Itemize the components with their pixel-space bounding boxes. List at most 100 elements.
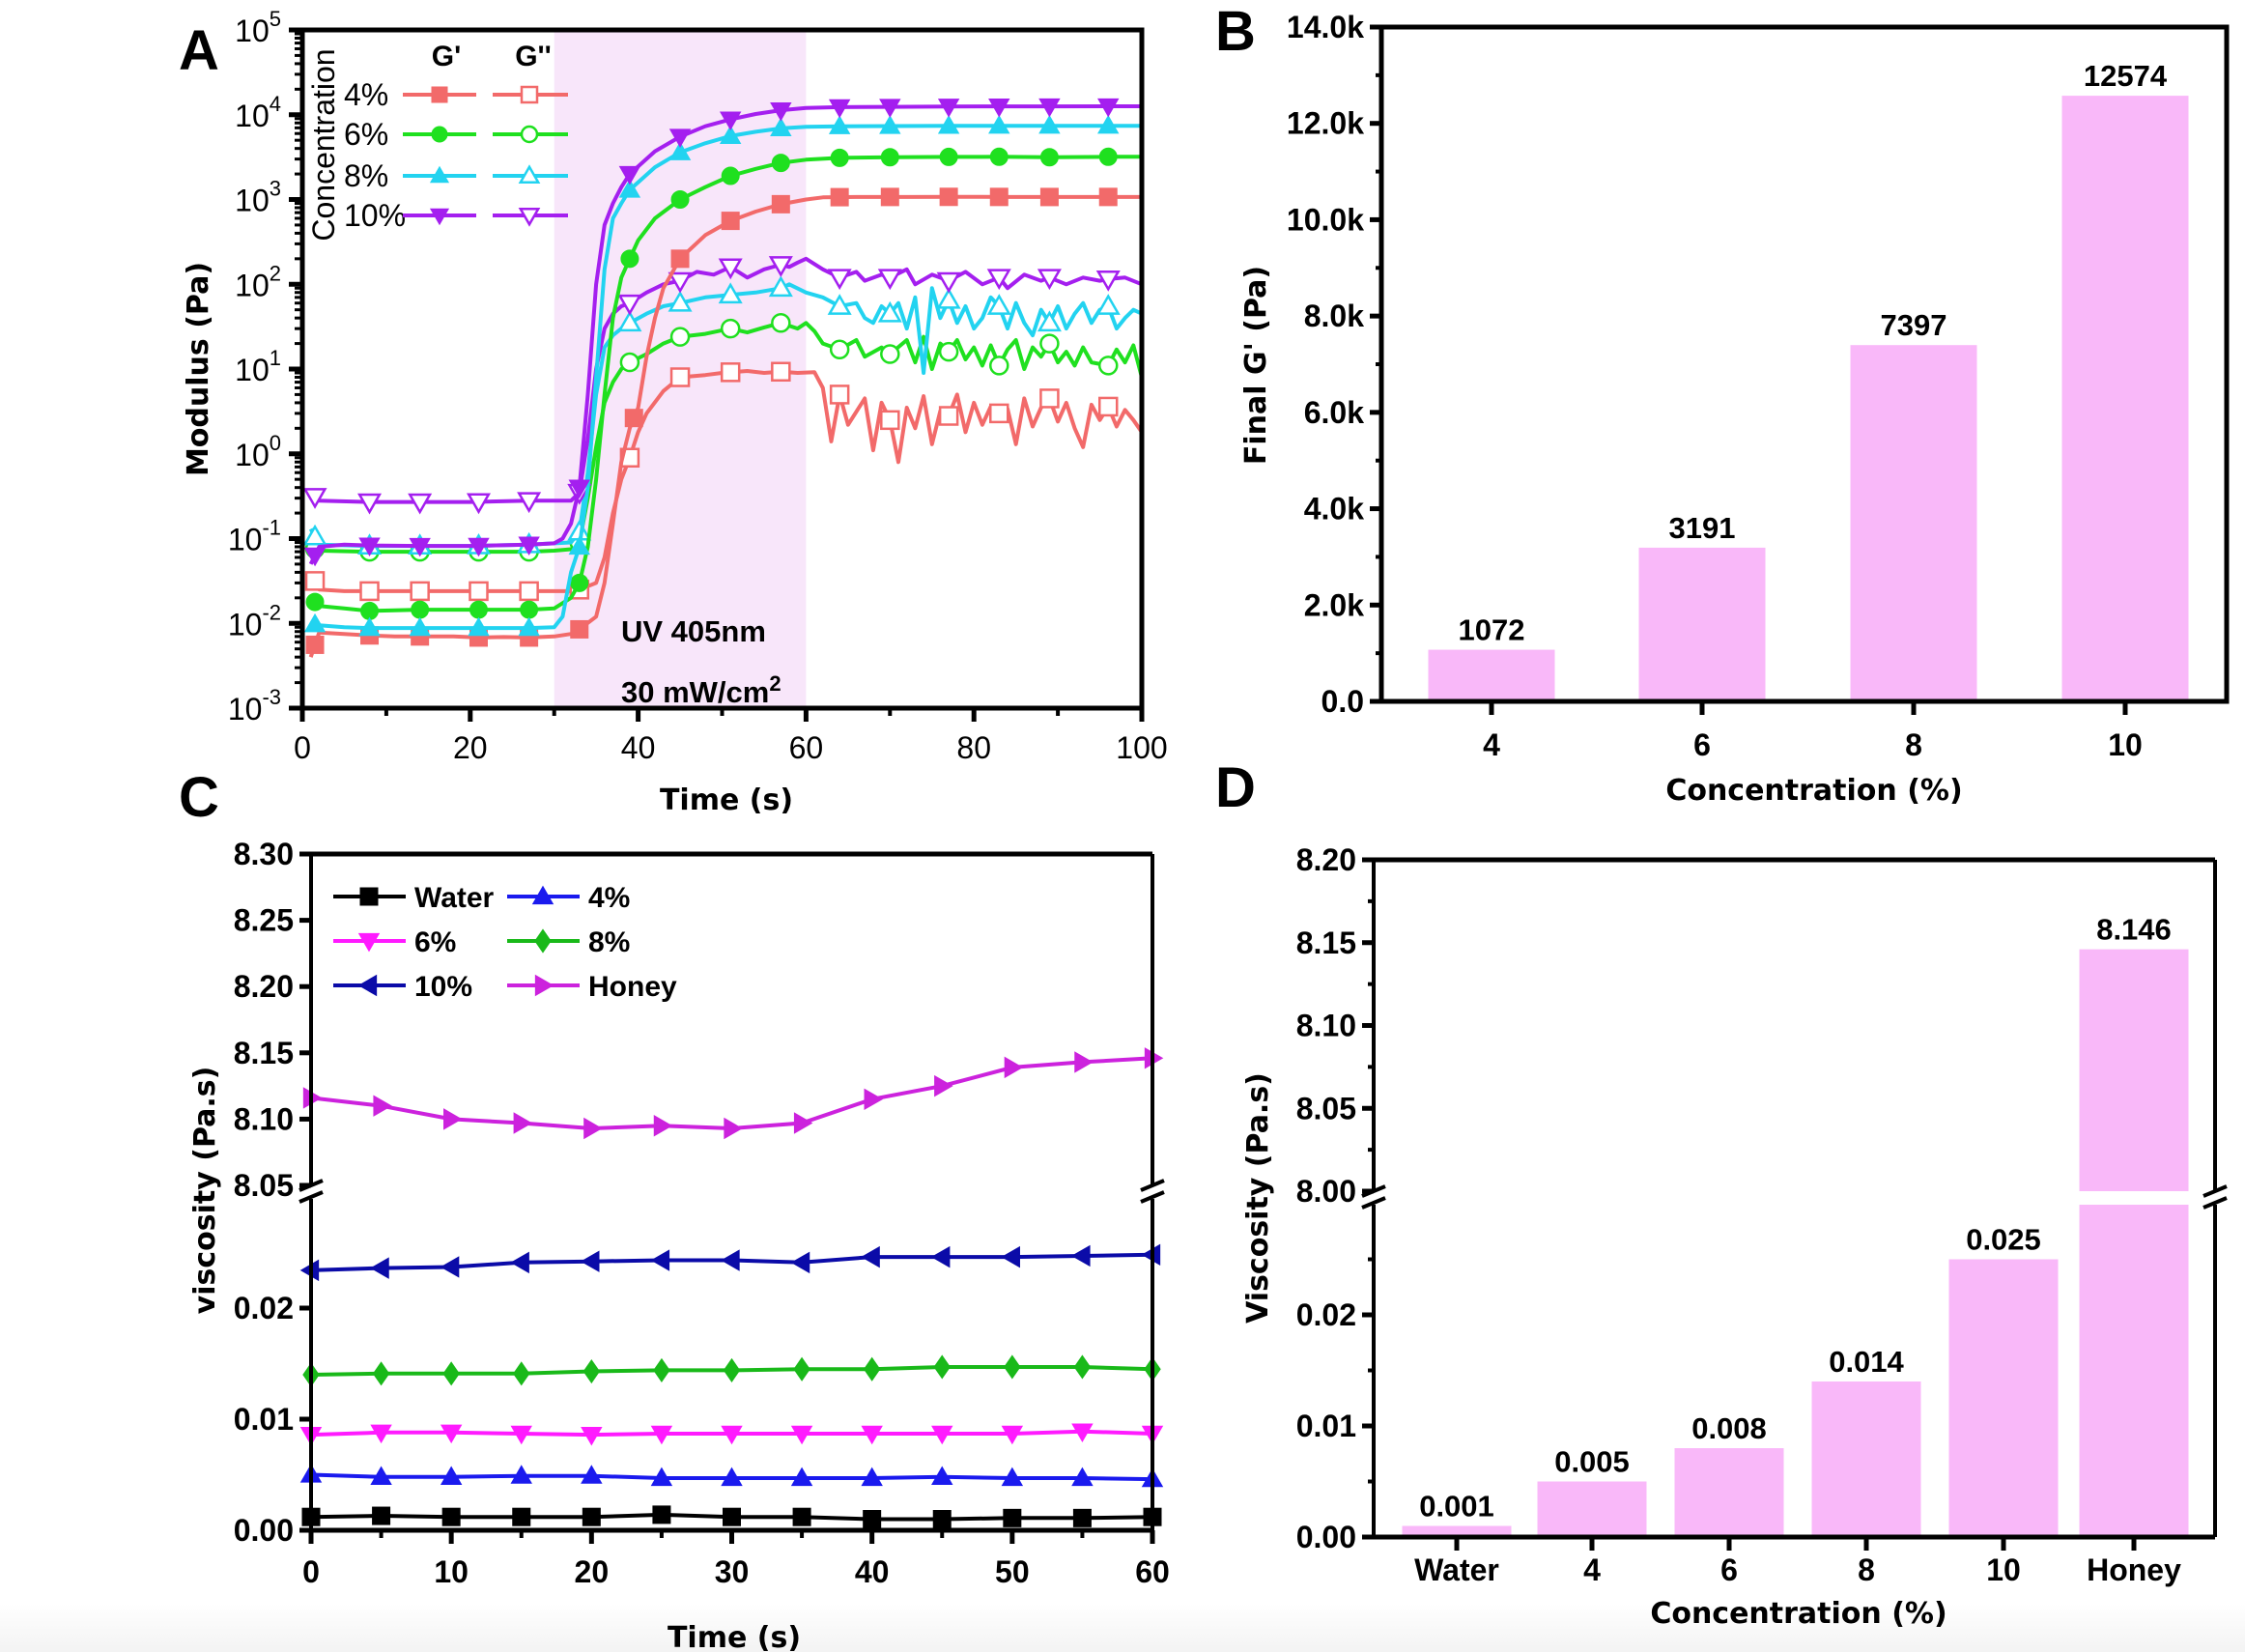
data-point-marker <box>650 1467 673 1487</box>
y-tick-label: 10.0k <box>1287 202 1364 237</box>
data-point-marker <box>1039 187 1059 207</box>
x-tick-label: 0 <box>302 1554 320 1589</box>
legend-item-honey: Honey <box>507 971 677 1003</box>
chart-c-series <box>299 1047 1164 1528</box>
bar-4: 0.005 <box>1537 1445 1647 1537</box>
bar-value-label: 7397 <box>1881 308 1947 342</box>
data-point-marker <box>863 1510 882 1528</box>
x-tick-label: 10 <box>2108 727 2143 762</box>
data-point-marker <box>304 571 326 591</box>
series-10pct <box>299 1243 1161 1282</box>
data-point-marker <box>864 1088 884 1111</box>
legend-row-6pct: 6% <box>344 117 568 152</box>
data-point-marker <box>1098 147 1118 166</box>
data-point-marker <box>934 1074 953 1097</box>
data-point-marker <box>440 1466 463 1485</box>
chart-b-y-ticks: 0.0 2.0k 4.0k 6.0k 8.0k 10.0k 12.0k 14.0k <box>1287 10 1381 719</box>
y-tick-label: 101 <box>235 346 281 387</box>
uv-wavelength-annotation: UV 405nm <box>621 614 766 648</box>
bar-10: 12574 <box>2061 59 2189 701</box>
data-point-marker <box>720 318 741 339</box>
data-point-marker <box>880 344 900 364</box>
data-point-marker <box>931 1466 953 1485</box>
data-point-marker <box>830 187 849 207</box>
data-point-marker <box>302 524 327 546</box>
bar-value-label: 8.146 <box>2096 913 2172 947</box>
data-point-marker <box>358 616 381 637</box>
bar <box>1428 649 1555 701</box>
data-point-marker <box>360 601 380 620</box>
legend-item-water: Water <box>333 882 495 914</box>
y-tick-label: 14.0k <box>1287 10 1364 44</box>
chart-a-legend: Concentration G' G'' 4% 6% 8% 10% <box>306 41 568 242</box>
data-point-marker <box>570 619 589 639</box>
series-8pct <box>302 1354 1161 1387</box>
x-tick-label: 0 <box>294 730 311 765</box>
data-point-marker <box>518 536 540 556</box>
legend-row-label: 6% <box>344 117 388 152</box>
data-point-marker <box>828 115 851 134</box>
data-point-marker <box>305 635 325 654</box>
data-point-marker <box>723 1357 741 1382</box>
y-tick-label: 8.15 <box>1296 926 1356 960</box>
data-point-marker <box>718 282 743 304</box>
bar <box>1537 1481 1647 1537</box>
data-point-marker <box>986 269 1011 291</box>
data-point-marker <box>937 99 960 118</box>
data-point-marker <box>1004 1354 1021 1380</box>
legend-label: 10% <box>414 971 472 1003</box>
data-point-marker <box>668 290 693 312</box>
data-point-marker <box>411 600 430 619</box>
data-point-marker <box>1037 269 1062 291</box>
series-4pct <box>299 1464 1164 1488</box>
data-point-marker <box>620 249 639 269</box>
data-point-marker <box>989 147 1009 166</box>
x-tick-label: 10 <box>1986 1552 2021 1587</box>
panel-label-a: A <box>179 19 219 82</box>
y-tick-label: 8.25 <box>234 903 294 938</box>
chart-a-y-ticks: 10-3 10-2 10-1 100 101 102 103 104 105 <box>228 7 302 726</box>
data-point-marker <box>1097 396 1119 417</box>
data-point-marker <box>1071 1423 1094 1443</box>
legend-item-8pct: 8% <box>507 926 630 958</box>
x-tick-label: 20 <box>453 730 488 765</box>
y-tick-label: 100 <box>235 431 281 472</box>
data-point-marker <box>989 403 1009 424</box>
data-point-marker <box>939 147 958 166</box>
y-tick-label: 0.01 <box>1296 1409 1356 1443</box>
data-point-marker <box>372 1361 390 1386</box>
data-point-marker <box>939 187 958 207</box>
bar-value-label: 1072 <box>1459 613 1525 647</box>
data-point-marker <box>879 99 901 118</box>
data-point-marker <box>581 1465 603 1484</box>
bar <box>1674 1448 1784 1537</box>
chart-b-bars: 1072 3191 7397 12574 <box>1428 59 2189 701</box>
data-point-marker <box>510 1465 532 1484</box>
data-point-marker <box>719 125 742 144</box>
chart-b-final-g-prime: 1072 3191 7397 12574 0.0 2.0k 4.0k 6.0k 8.0k 10.… <box>1239 10 2230 808</box>
data-point-marker <box>1038 114 1061 134</box>
data-point-marker <box>1004 1056 1024 1079</box>
legend-label: 6% <box>414 926 456 958</box>
x-tick-label: 60 <box>1135 1554 1170 1589</box>
data-point-marker <box>829 385 850 405</box>
data-point-marker <box>357 493 383 515</box>
data-point-marker <box>880 410 900 431</box>
data-point-marker <box>302 488 327 509</box>
data-point-marker <box>793 1356 810 1381</box>
data-point-marker <box>771 194 790 214</box>
data-point-marker <box>1095 294 1121 315</box>
data-point-marker <box>373 1095 392 1117</box>
legend-label: 4% <box>588 882 630 914</box>
y-tick-label: 8.15 <box>234 1036 294 1070</box>
chart-a-y-axis-label: Modulus (Pa) <box>182 262 215 476</box>
data-point-marker <box>880 187 899 207</box>
data-point-marker <box>469 581 489 602</box>
data-point-marker <box>718 258 743 280</box>
x-tick-label: 100 <box>1116 730 1167 765</box>
data-point-marker <box>409 616 431 637</box>
data-point-marker <box>513 1112 533 1134</box>
y-tick-label: 8.20 <box>1296 842 1356 877</box>
data-point-marker <box>469 600 488 619</box>
